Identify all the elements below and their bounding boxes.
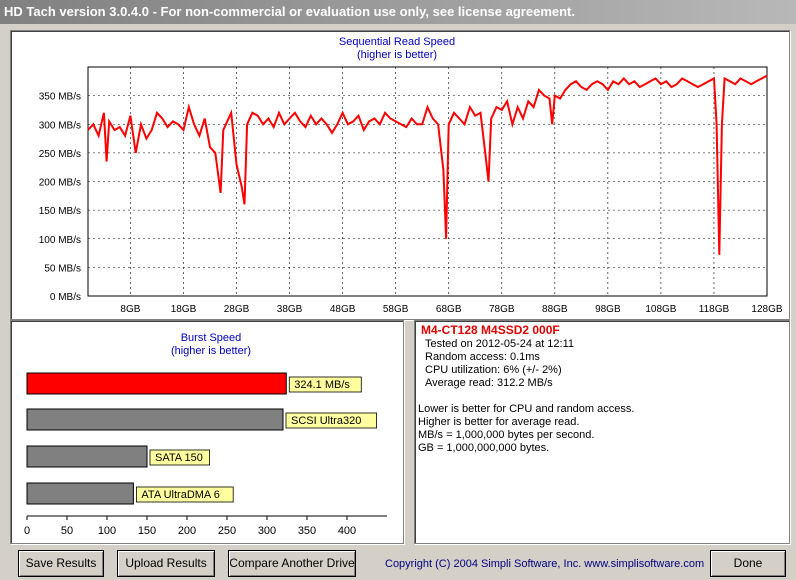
sequential-read-chart: Sequential Read Speed (higher is better)… [10, 30, 790, 320]
window-title: HD Tach version 3.0.4.0 - For non-commer… [4, 4, 575, 19]
results-info-panel: M4-CT128 M4SSD2 000F Tested on 2012-05-2… [414, 320, 790, 544]
note-gb-def: GB = 1,000,000,000 bytes. [418, 442, 550, 454]
cpu-utilization: CPU utilization: 6% (+/- 2%) [425, 364, 562, 376]
burst-bar [26, 408, 284, 431]
done-button[interactable]: Done [710, 550, 786, 577]
burst-speed-chart: Burst Speed (higher is better) 324.1 MB/… [10, 320, 404, 544]
seq-x-tick-label: 28GB [224, 304, 250, 315]
seq-x-tick-label: 18GB [171, 304, 197, 315]
burst-speed-svg: Burst Speed (higher is better) 324.1 MB/… [24, 332, 387, 537]
seq-series-line [87, 74, 768, 255]
seq-y-tick-label: 350 MB/s [39, 92, 81, 103]
burst-x-tick-label: 50 [61, 525, 73, 537]
burst-label-box [149, 449, 210, 466]
seq-x-tick-label: 38GB [277, 304, 303, 315]
burst-x-tick-label: 300 [258, 525, 276, 537]
burst-bar-label: SATA 150 [155, 452, 203, 464]
copyright-text: Copyright (C) 2004 Simpli Software, Inc.… [385, 558, 705, 570]
burst-x-tick-label: 100 [98, 525, 116, 537]
seq-chart-title: Sequential Read Speed [339, 36, 455, 48]
burst-label-box [288, 376, 362, 393]
upload-results-button[interactable]: Upload Results [117, 550, 215, 577]
burst-label-box [136, 486, 234, 503]
burst-bar-label: 324.1 MB/s [294, 379, 350, 391]
tested-date: Tested on 2012-05-24 at 12:11 [425, 338, 575, 350]
seq-y-tick-label: 100 MB/s [39, 235, 81, 246]
burst-x-tick-label: 200 [178, 525, 196, 537]
compare-another-drive-button[interactable]: Compare Another Drive [228, 550, 356, 577]
burst-x-tick-label: 0 [24, 525, 30, 537]
burst-bar [26, 445, 148, 468]
burst-bar [26, 482, 134, 505]
burst-x-tick-label: 250 [218, 525, 236, 537]
note-lower-better: Lower is better for CPU and random acces… [418, 403, 635, 415]
seq-x-tick-label: 58GB [383, 304, 409, 315]
seq-x-tick-label: 48GB [330, 304, 356, 315]
seq-x-tick-label: 68GB [436, 304, 462, 315]
save-results-button[interactable]: Save Results [18, 550, 104, 577]
seq-chart-subtitle: (higher is better) [357, 49, 437, 61]
note-mbs-def: MB/s = 1,000,000 bytes per second. [418, 429, 595, 441]
burst-x-tick-label: 350 [298, 525, 316, 537]
burst-chart-subtitle: (higher is better) [171, 345, 251, 357]
seq-x-tick-label: 108GB [645, 304, 676, 315]
seq-x-tick-label: 128GB [751, 304, 782, 315]
sequential-read-svg: Sequential Read Speed (higher is better)… [39, 36, 783, 315]
burst-label-box [285, 412, 377, 429]
seq-x-tick-label: 78GB [489, 304, 515, 315]
seq-x-tick-label: 98GB [595, 304, 621, 315]
seq-x-tick-label: 88GB [542, 304, 568, 315]
seq-y-tick-label: 150 MB/s [39, 206, 81, 217]
title-bar: HD Tach version 3.0.4.0 - For non-commer… [0, 0, 796, 24]
drive-name: M4-CT128 M4SSD2 000F [421, 323, 560, 337]
seq-x-tick-label: 118GB [699, 304, 730, 315]
seq-y-tick-label: 0 MB/s [50, 292, 81, 303]
burst-bar-label: ATA UltraDMA 6 [141, 489, 219, 501]
seq-y-tick-label: 250 MB/s [39, 149, 81, 160]
average-read: Average read: 312.2 MB/s [425, 377, 553, 389]
seq-y-tick-label: 200 MB/s [39, 178, 81, 189]
seq-y-tick-label: 50 MB/s [44, 263, 81, 274]
burst-bar-label: SCSI Ultra320 [291, 415, 361, 427]
burst-chart-title: Burst Speed [181, 332, 242, 344]
burst-x-tick-label: 400 [338, 525, 356, 537]
random-access: Random access: 0.1ms [425, 351, 540, 363]
seq-x-tick-label: 8GB [120, 304, 140, 315]
note-higher-better: Higher is better for average read. [418, 416, 580, 428]
seq-y-tick-label: 300 MB/s [39, 120, 81, 131]
burst-x-tick-label: 150 [138, 525, 156, 537]
burst-bar [26, 372, 287, 395]
